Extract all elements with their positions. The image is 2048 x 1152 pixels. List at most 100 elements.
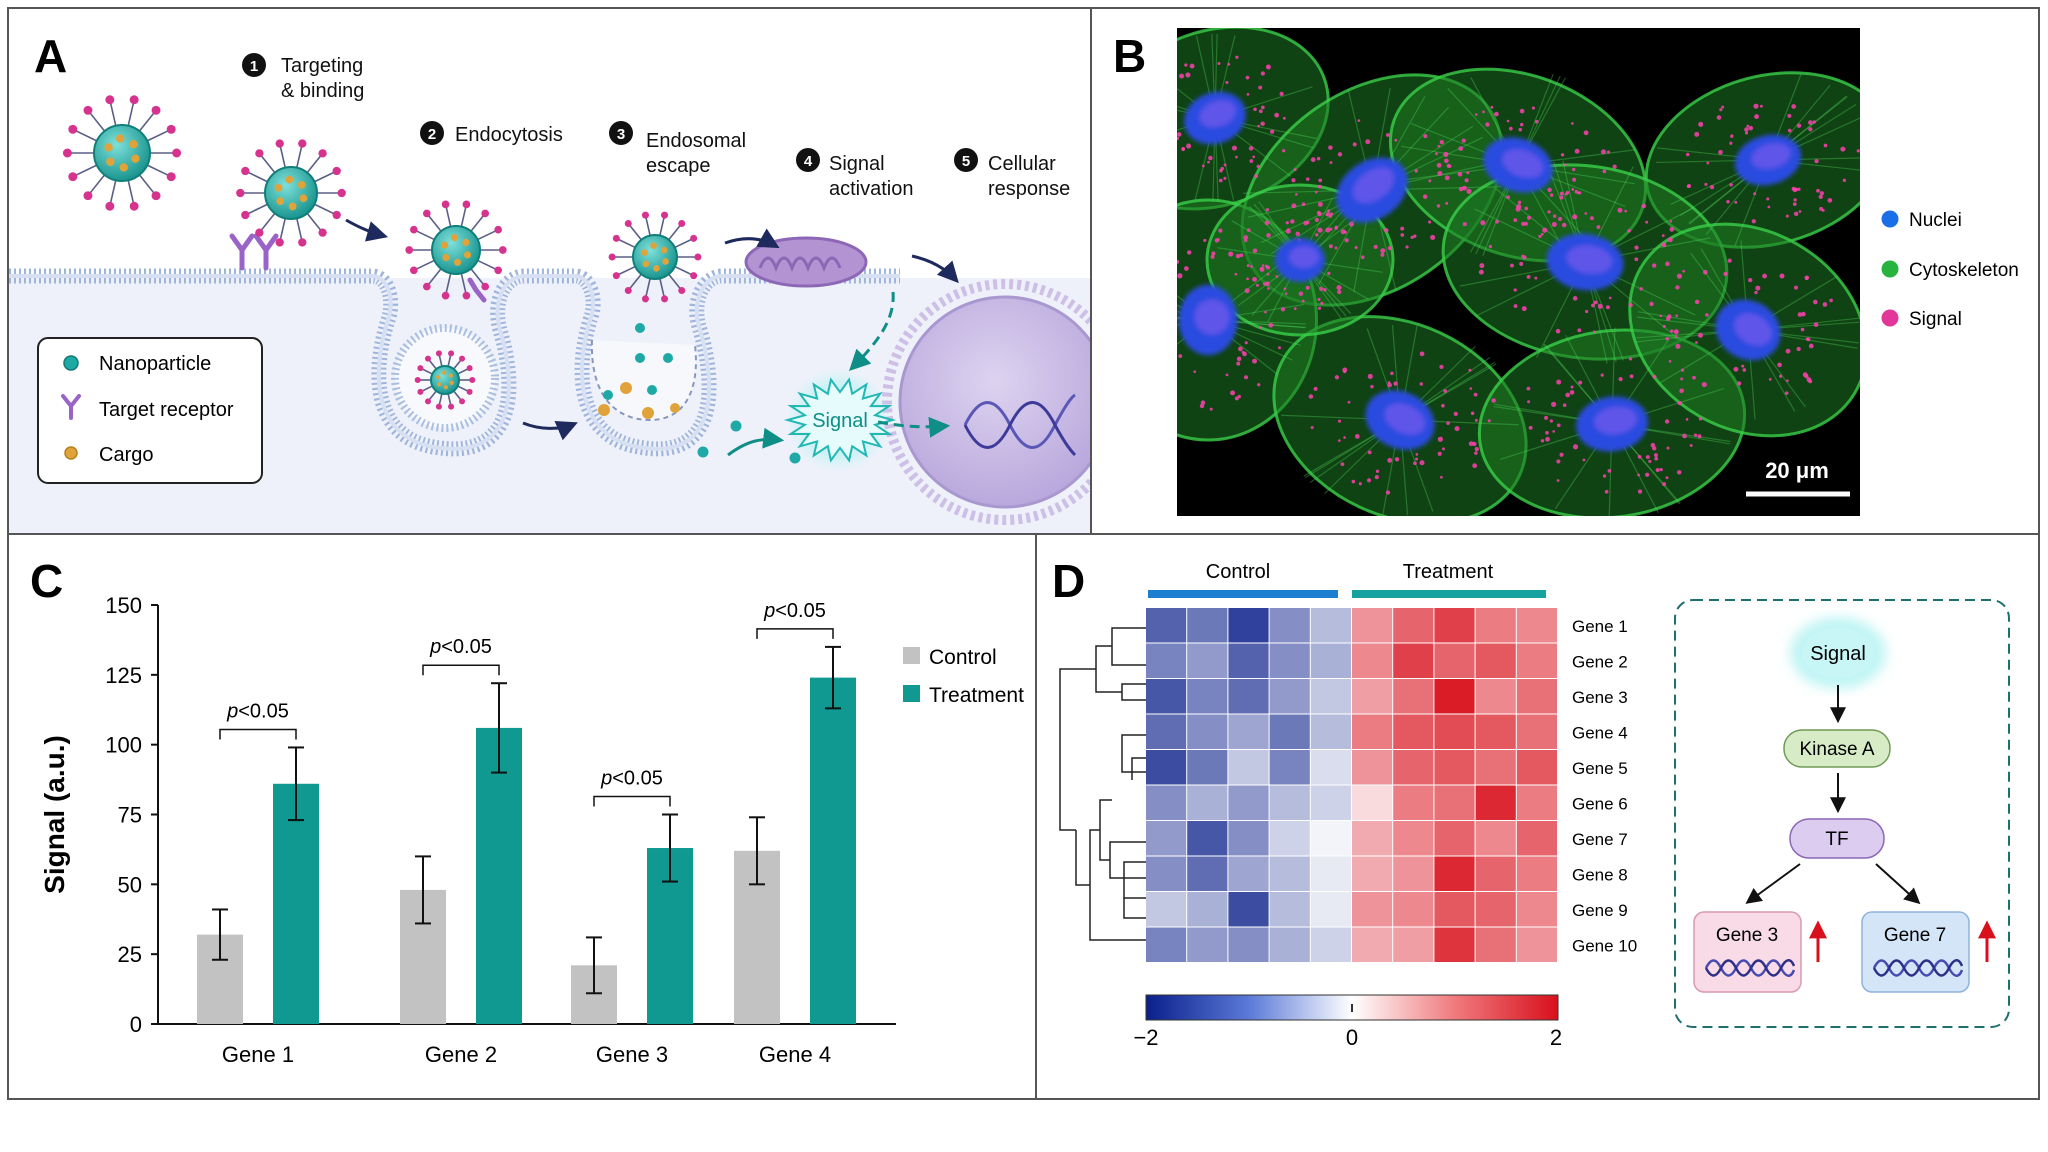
pathway-gene3-node: Gene 3 [1693,911,1827,993]
pathway-tf-node: TF [1789,818,1885,859]
significance-bracket [422,664,500,676]
nanoparticle [608,211,702,303]
significance-label: p<0.05 [226,700,289,722]
heatmap-cell [1516,643,1557,678]
heatmap-cell [1516,892,1557,927]
cell-fluorescence [1177,28,1860,516]
target-receptors [229,233,487,303]
legend-label: Signal [1909,309,1962,330]
step-number: 3 [617,126,625,143]
heatmap-cell [1475,785,1516,820]
legend-swatch [1881,210,1899,228]
y-tick-label: 25 [118,942,142,967]
significance-label: p<0.05 [429,636,492,658]
heatmap-cell [1187,927,1228,962]
y-tick-label: 75 [118,803,142,828]
dendrogram [1059,627,1146,941]
heatmap-cell [1434,679,1475,714]
colorbar-tick: 0 [1346,1025,1358,1050]
panel-letter-a: A [34,30,67,82]
heatmap-cell [1146,927,1187,962]
panel-borders [7,7,2040,1100]
row-label: Gene 2 [1572,653,1628,672]
bar-treatment [810,677,856,1024]
legend-swatch [1881,309,1899,327]
heatmap: Gene 1 Gene 2 Gene 3 Gene 4 Gene 5 Gene 6 Gene… [1146,608,1637,962]
heatmap-cell [1393,927,1434,962]
y-tick-label: 50 [118,872,142,897]
pathway-signal-label: Signal [1810,643,1866,665]
row-label: Gene 1 [1572,617,1628,636]
y-axis-label: Signal (a.u.) [39,735,70,894]
heatmap-cell [1187,821,1228,856]
heatmap-cell [1187,679,1228,714]
heatmap-cell [1187,750,1228,785]
heatmap-cell [1310,927,1351,962]
panel-letter-b: B [1113,30,1146,82]
heatmap-cell [1434,892,1475,927]
step-number: 4 [804,153,813,170]
heatmap-cell [1228,821,1269,856]
legend-label: Nuclei [1909,210,1962,231]
x-tick-label: Gene 3 [596,1042,668,1067]
heatmap-cell [1269,679,1310,714]
heatmap-cell [1393,714,1434,749]
heatmap-cell [1269,927,1310,962]
heatmap-cell [1475,856,1516,891]
step-3: 3 Endosomal escape [609,121,746,177]
heatmap-cell [1310,821,1351,856]
heatmap-cell [1516,750,1557,785]
heatmap-cell [1475,750,1516,785]
pathway-gene-label: Gene 7 [1884,925,1946,946]
legend-swatch [903,647,920,664]
heatmap-cell [1434,927,1475,962]
step-text: Endocytosis [455,124,563,146]
bar-treatment [273,783,319,1024]
heatmap-cell [1228,927,1269,962]
heatmap-cell [1310,856,1351,891]
heatmap-cell [1187,856,1228,891]
nanoparticle [405,200,507,300]
heatmap-cell [1434,750,1475,785]
step-2: 2 Endocytosis [420,121,563,146]
heatmap-cell [1187,643,1228,678]
heatmap-cell [1269,643,1310,678]
heatmap-cell [1352,927,1393,962]
heatmap-cell [1146,892,1187,927]
heatmap-cell [1146,785,1187,820]
y-tick-label: 100 [105,733,142,758]
x-tick-label: Gene 4 [759,1042,831,1067]
heatmap-cell [1475,608,1516,643]
step-text: Targeting [281,55,363,77]
row-label: Gene 7 [1572,830,1628,849]
group-label-control: Control [1206,561,1270,583]
heatmap-cell [1475,821,1516,856]
y-tick-label: 125 [105,663,142,688]
nanoparticle [62,95,182,211]
step-number: 5 [962,153,970,170]
heatmap-cell [1146,856,1187,891]
significance-bracket [219,728,297,740]
nucleus [882,279,1090,525]
heatmap-cell [1146,679,1187,714]
row-label: Gene 4 [1572,724,1628,743]
legend-label: Target receptor [99,399,234,421]
heatmap-cell [1352,785,1393,820]
heatmap-cell [1269,821,1310,856]
legend-label: Control [929,646,997,669]
heatmap-cell [1228,608,1269,643]
x-tick-label: Gene 1 [222,1042,294,1067]
row-label: Gene 8 [1572,866,1628,885]
legend-label: Treatment [929,684,1024,707]
y-tick-label: 0 [130,1012,142,1037]
step-number: 2 [428,126,436,143]
heatmap-cell [1146,714,1187,749]
step-number: 1 [250,58,258,75]
heatmap-cell [1310,750,1351,785]
group-headers: Control Treatment [1148,561,1546,598]
pathway-diagram: Signal Kinase A TF Gene 3 [1674,599,2010,1028]
heatmap-cell [1393,750,1434,785]
nanoparticles [62,95,702,410]
heatmap-cell [1146,643,1187,678]
step-text: Signal [829,153,885,175]
